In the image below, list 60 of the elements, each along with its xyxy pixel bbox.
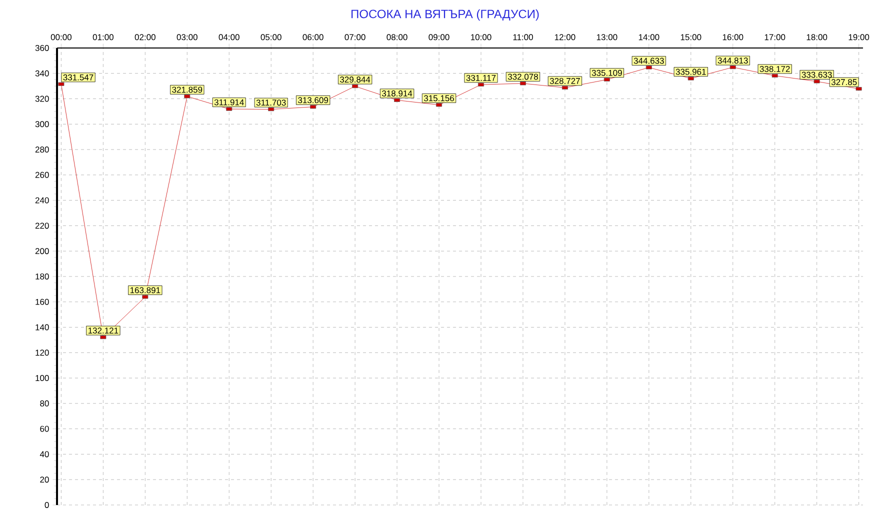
y-tick-label: 40 [40,451,49,458]
y-tick-label: 340 [35,70,49,76]
y-tick-label: 300 [35,121,49,128]
data-label: 311.703 [256,100,286,106]
y-tick-label: 220 [35,222,49,229]
data-label: 331.117 [466,74,496,81]
x-tick-label: 14:00 [638,34,660,40]
data-label: 328.727 [550,78,580,84]
data-label: 338.172 [760,66,790,72]
x-tick-label: 03:00 [176,34,198,40]
data-label: 163.891 [130,287,160,294]
y-tick-label: 60 [40,426,49,432]
y-tick-label: 260 [35,172,49,178]
data-label: 329.844 [340,76,370,83]
data-label: 331.547 [63,74,94,80]
x-tick-label: 01:00 [92,34,114,40]
data-label: 321.859 [172,86,202,93]
chart-title: ПОСОКА НА ВЯТЪРА (ГРАДУСИ) [352,9,539,21]
x-tick-label: 18:00 [806,34,828,40]
x-tick-label: 11:00 [513,34,533,40]
x-tick-label: 17:00 [764,34,786,40]
y-tick-label: 280 [35,146,49,153]
x-tick-label: 15:00 [680,34,702,40]
data-label: 313.609 [298,97,328,104]
y-tick-label: 20 [40,476,49,483]
data-label: 315.156 [424,95,454,102]
y-tick-label: 180 [36,273,49,280]
x-tick-label: 10:00 [471,34,492,40]
data-label: 311.914 [214,99,244,106]
data-label: 335.109 [592,70,622,76]
data-label: 132.121 [88,328,118,334]
x-tick-label: 07:00 [344,34,366,40]
data-label: 318.914 [382,90,412,96]
data-label: 332.078 [508,74,538,80]
x-tick-label: 08:00 [386,34,408,40]
x-tick-label: 06:00 [302,34,324,40]
y-tick-label: 120 [36,350,49,356]
y-tick-label: 0 [44,502,49,508]
x-tick-label: 19:00 [848,34,870,40]
data-label: 335.961 [676,68,706,75]
x-tick-label: 16:00 [722,34,744,40]
data-label: 344.633 [634,58,664,64]
x-tick-label: 00:00 [50,34,72,40]
x-tick-label: 09:00 [428,34,450,40]
y-tick-label: 100 [36,375,49,382]
x-tick-label: 12:00 [554,34,576,40]
x-tick-label: 13:00 [596,34,618,40]
y-tick-label: 240 [35,197,49,204]
y-tick-label: 200 [35,248,49,254]
x-tick-label: 05:00 [260,34,282,40]
x-tick-label: 02:00 [134,34,156,40]
y-tick-label: 360 [35,44,49,51]
y-tick-label: 80 [40,400,49,406]
data-label: 333.633 [802,72,832,78]
y-tick-label: 160 [36,298,49,305]
data-label: 344.813 [718,58,748,64]
y-tick-label: 140 [36,324,49,330]
y-tick-label: 320 [35,96,49,102]
x-tick-label: 04:00 [218,34,240,40]
data-label: 327.85 [831,79,857,86]
